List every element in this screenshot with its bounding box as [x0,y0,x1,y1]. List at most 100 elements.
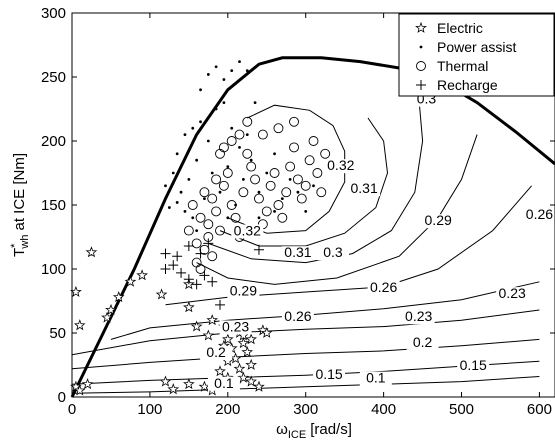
point-circle-15 [238,187,249,198]
point-dot-38 [167,206,171,209]
point-circle-24 [273,200,284,210]
point-circle-46 [203,219,214,230]
legend-marker-circle [416,61,426,71]
point-dot-19 [312,184,315,188]
contour-label-4: 0.2 [206,344,226,360]
x-tick-label-0: 0 [68,401,76,418]
point-circle-4 [195,212,206,223]
y-tick-label-0: 0 [58,389,66,406]
y-tick-label-6: 300 [41,5,66,22]
point-star-2 [81,378,94,390]
point-circle-5 [199,187,210,198]
contour-label-17: 0.31 [351,180,378,196]
point-circle-36 [320,148,331,159]
point-circle-34 [312,168,323,178]
point-dot-45 [273,210,276,213]
point-circle-22 [265,180,276,191]
point-dot-26 [230,126,234,130]
contour-label-bg-19 [324,159,357,174]
contour-label-0: 0.1 [214,375,234,391]
legend-label-3: Recharge [437,77,498,93]
y-axis-label-sub: wh [19,235,31,250]
point-dot-33 [222,78,226,81]
point-dot-14 [273,152,276,156]
contour-label-10: 0.26 [370,279,397,295]
point-circle-45 [199,244,210,255]
point-circle-35 [316,187,327,198]
x-tick-label-3: 300 [293,401,318,418]
contour-label-bg-13 [422,214,455,229]
point-dot-28 [245,133,249,137]
point-star-37 [233,362,246,374]
point-star-30 [253,380,265,392]
point-circle-25 [277,212,288,223]
point-dot-44 [257,216,261,220]
point-circle-26 [281,187,292,198]
contour-label-bg-9 [281,310,314,325]
contour-label-5: 0.2 [413,334,433,350]
x-axis-label: ωICE [rad/s] [276,421,352,441]
point-dot-15 [280,197,284,201]
point-circle-48 [211,174,222,185]
point-plus-4 [191,279,202,290]
point-dot-0 [171,171,175,175]
contour-label-bg-10 [367,280,400,295]
point-circle-41 [257,129,268,140]
point-plus-6 [207,276,218,287]
point-circle-39 [234,129,245,140]
point-circle-47 [207,193,218,204]
point-star-22 [237,337,250,349]
contour-label-19: 0.32 [327,157,354,173]
point-circle-9 [215,225,225,236]
legend-label-2: Thermal [437,58,488,74]
contour-label-13: 0.29 [425,212,452,228]
point-circle-28 [289,142,299,153]
contour-label-bg-0 [207,376,240,391]
contour-label-6: 0.23 [222,318,249,334]
legend: Electric Power assist Thermal Recharge [398,13,555,97]
x-axis-label-main: ω [276,421,288,438]
point-star-24 [245,358,257,370]
point-dot-13 [265,171,269,175]
point-circle-11 [222,168,233,178]
point-plus-13 [253,244,264,255]
contour-label-bg-3 [457,358,490,373]
point-circle-38 [226,136,237,146]
point-circle-23 [269,168,280,178]
y-tick-label-1: 50 [49,325,66,342]
point-plus-5 [199,270,210,281]
y-axis-label-sup: * [9,243,21,248]
point-circle-32 [304,155,315,166]
point-star-40 [260,326,273,338]
point-dot-5 [203,197,206,201]
point-circle-16 [242,148,253,159]
point-dot-3 [187,178,191,181]
contour-line-0 [71,376,540,394]
axis-ticks: 0 100 200 300 400 500 600 0 50 100 150 200 250 300 [41,5,555,418]
point-circle-31 [300,180,311,191]
point-circle-49 [215,148,225,159]
contour-label-12: 0.29 [230,283,257,299]
point-dot-23 [206,139,210,143]
point-star-14 [190,320,203,332]
point-star-13 [182,301,195,313]
point-plus-10 [183,240,194,251]
point-circle-2 [191,238,202,249]
y-tick-label-4: 200 [41,133,66,150]
point-plus-12 [203,238,214,249]
contour-label-8: 0.23 [499,285,526,301]
point-plus-0 [160,264,171,274]
point-star-33 [159,375,172,387]
point-star-10 [136,269,149,281]
point-star-5 [73,319,86,331]
contour-label-bg-5 [406,335,439,350]
point-dot-7 [218,190,222,194]
contour-label-16: 0.31 [284,244,311,260]
point-circle-17 [246,161,257,172]
point-circle-43 [289,116,299,127]
legend-marker-plus [416,80,426,90]
point-star-23 [241,346,254,358]
contour-label-1: 0.1 [366,370,386,386]
point-dot-34 [230,69,234,72]
